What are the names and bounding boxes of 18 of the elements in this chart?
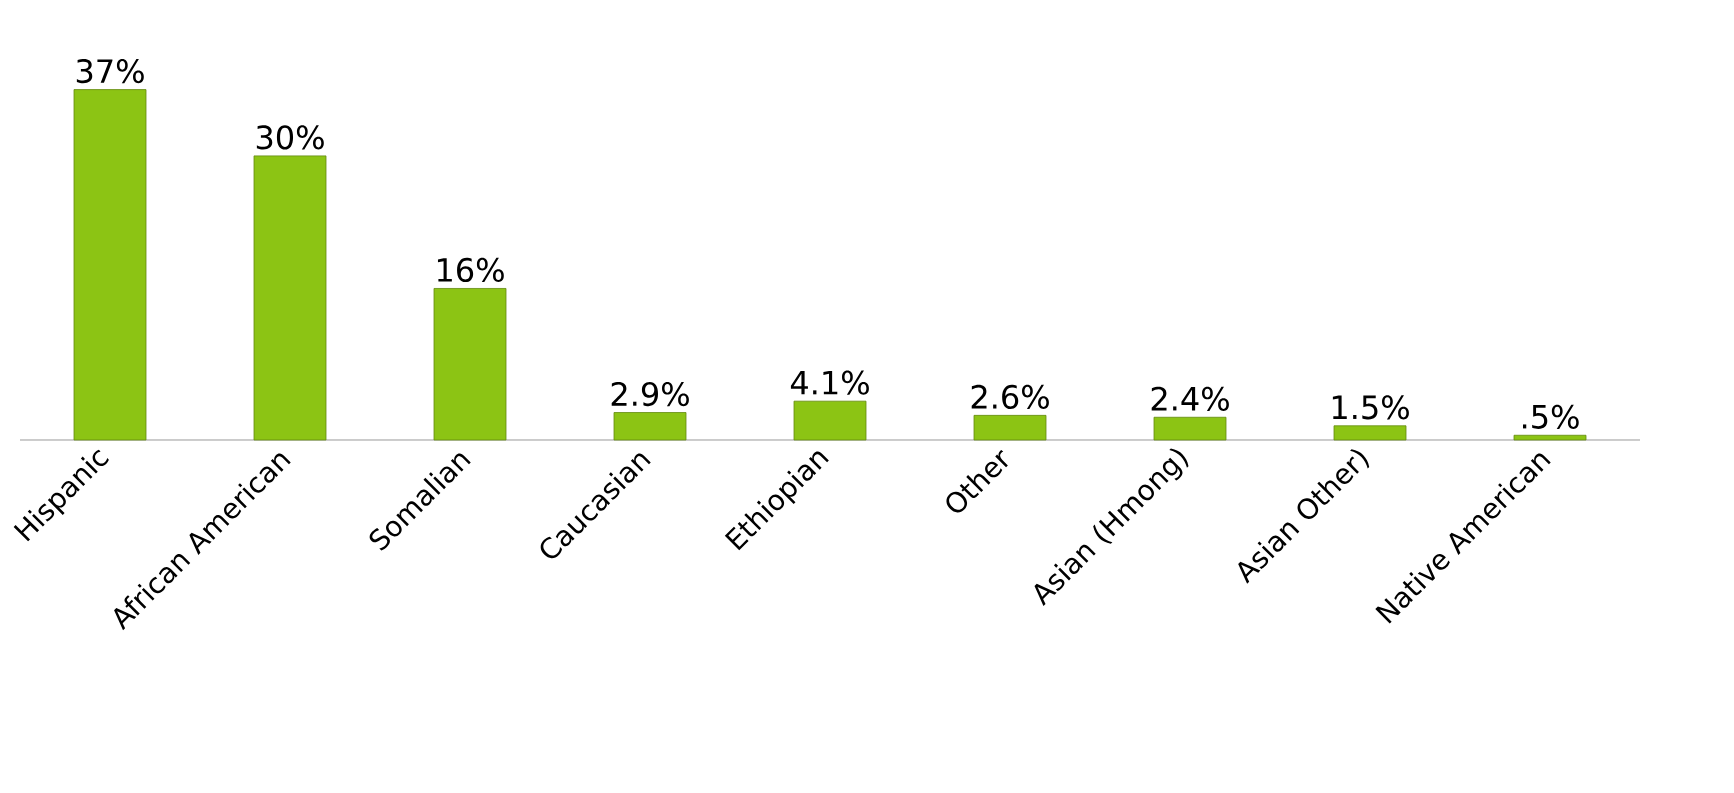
data-label: 1.5% xyxy=(1332,395,1409,420)
bar xyxy=(613,412,687,441)
bar xyxy=(973,414,1047,441)
data-label: 16% xyxy=(437,257,504,283)
data-label: 2.9% xyxy=(611,381,689,407)
data-label: .5% xyxy=(1522,404,1579,429)
bar xyxy=(73,89,147,441)
data-label: 2.6% xyxy=(971,384,1049,409)
data-label: 30% xyxy=(256,125,324,150)
data-label: 37% xyxy=(76,58,144,84)
bar xyxy=(253,155,327,441)
bar xyxy=(1153,416,1227,441)
data-label: 2.4% xyxy=(1151,386,1229,411)
bar xyxy=(433,288,507,441)
bar xyxy=(1513,434,1587,441)
bar xyxy=(793,400,867,441)
data-label: 4.1% xyxy=(790,370,869,395)
bar xyxy=(1333,425,1407,441)
